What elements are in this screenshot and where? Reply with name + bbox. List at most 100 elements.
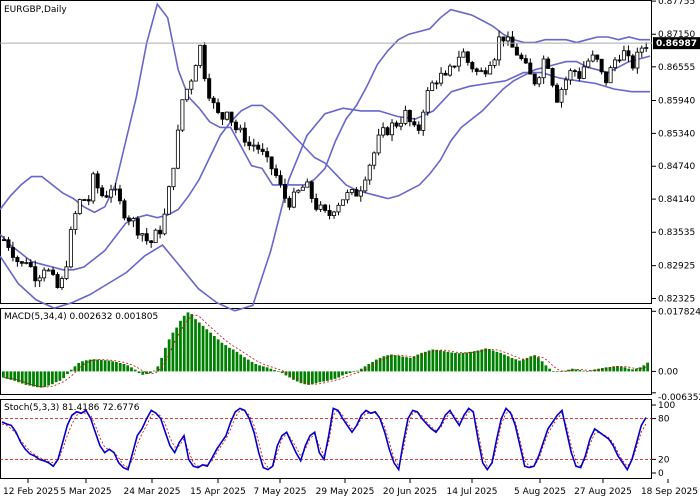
- candle-body: [390, 122, 395, 136]
- candle-body: [175, 129, 180, 169]
- candle: [430, 80, 435, 92]
- macd-bar: [616, 366, 619, 372]
- stoch-tick-label: 80: [658, 415, 670, 425]
- macd-bar: [126, 365, 130, 372]
- macd-bar: [43, 371, 47, 387]
- candle-body: [37, 277, 42, 282]
- macd-bar: [280, 371, 284, 374]
- candle: [635, 47, 640, 74]
- candle: [73, 210, 78, 235]
- x-tick-label: 18 Sep 2025: [641, 487, 698, 497]
- candle-body: [189, 80, 194, 90]
- macd-bar: [13, 371, 17, 381]
- x-tick-label: 27 Aug 2025: [574, 487, 632, 497]
- candle-body: [416, 124, 421, 131]
- candle: [184, 88, 189, 103]
- macd-bar: [442, 351, 446, 372]
- macd-bar: [92, 359, 96, 372]
- macd-bar: [503, 354, 506, 372]
- candle: [180, 99, 185, 132]
- candle: [323, 203, 328, 213]
- candle-body: [140, 233, 145, 236]
- candle-body: [282, 183, 287, 199]
- candle: [550, 67, 555, 88]
- candle-body: [229, 111, 234, 123]
- macd-bar: [435, 349, 439, 372]
- macd-bar: [164, 347, 167, 372]
- candle-body: [358, 190, 363, 197]
- candle: [483, 67, 488, 77]
- macd-bar: [337, 371, 341, 378]
- macd-bar: [243, 357, 246, 372]
- candle-body: [28, 262, 33, 268]
- candle-body: [604, 71, 609, 84]
- candle-body: [483, 70, 488, 75]
- candle: [175, 124, 180, 170]
- macd-bar: [314, 371, 318, 384]
- macd-tick-label: 0.017824: [658, 307, 700, 317]
- candle-body: [367, 164, 372, 181]
- candle: [42, 267, 47, 282]
- candle-body: [117, 188, 122, 202]
- candle: [541, 55, 546, 84]
- macd-bar: [220, 342, 224, 372]
- candle-body: [332, 211, 337, 216]
- candle: [546, 56, 551, 69]
- candle-body: [590, 54, 595, 62]
- candle-body: [541, 58, 546, 79]
- macd-bar: [382, 356, 386, 372]
- candle: [233, 119, 238, 134]
- candle: [100, 185, 105, 198]
- candle: [555, 83, 560, 103]
- macd-bar: [228, 347, 231, 372]
- candle-body: [33, 266, 38, 282]
- candle-body: [68, 229, 73, 268]
- macd-bar: [194, 319, 197, 372]
- macd-bar: [307, 371, 310, 385]
- macd-bar: [510, 357, 514, 372]
- candle-body: [546, 58, 551, 69]
- macd-bar: [457, 353, 461, 372]
- candle-body: [265, 151, 270, 158]
- macd-signal-line: [3, 314, 649, 388]
- candle-body: [363, 179, 368, 192]
- macd-bar: [491, 350, 495, 372]
- candle-body: [617, 59, 622, 62]
- candle: [86, 195, 91, 206]
- macd-bar: [137, 371, 141, 374]
- candle: [68, 226, 73, 269]
- candle: [251, 138, 256, 152]
- macd-bar: [378, 357, 382, 372]
- candle-body: [528, 62, 533, 75]
- macd-bar: [529, 356, 533, 372]
- macd-bar: [205, 329, 209, 372]
- candle: [189, 79, 194, 95]
- candle: [10, 241, 15, 262]
- x-tick-label: 29 May 2025: [316, 487, 375, 497]
- candle: [372, 151, 377, 170]
- candle-body: [309, 181, 314, 199]
- macd-bar: [623, 367, 627, 372]
- candle-body: [2, 239, 7, 242]
- candle-body: [260, 148, 265, 152]
- macd-bar: [115, 361, 118, 372]
- candle: [363, 176, 368, 193]
- candle-body: [430, 82, 435, 91]
- panel-frame-1: [0, 0, 652, 304]
- macd-bar: [239, 354, 243, 372]
- macd-bar: [318, 371, 322, 383]
- price-tick-label: 0.83535: [658, 228, 695, 238]
- candle-body: [19, 261, 24, 264]
- candle-body: [300, 186, 305, 191]
- x-tick-label: 12 Feb 2025: [3, 487, 59, 497]
- candle: [630, 53, 635, 71]
- candle: [479, 67, 484, 73]
- macd-bar: [182, 315, 186, 372]
- candle: [171, 167, 176, 191]
- macd-bar: [540, 361, 544, 372]
- candle: [300, 185, 305, 191]
- candle: [28, 259, 33, 268]
- candle-body: [443, 72, 448, 76]
- candle: [519, 52, 524, 61]
- macd-bar: [39, 371, 43, 388]
